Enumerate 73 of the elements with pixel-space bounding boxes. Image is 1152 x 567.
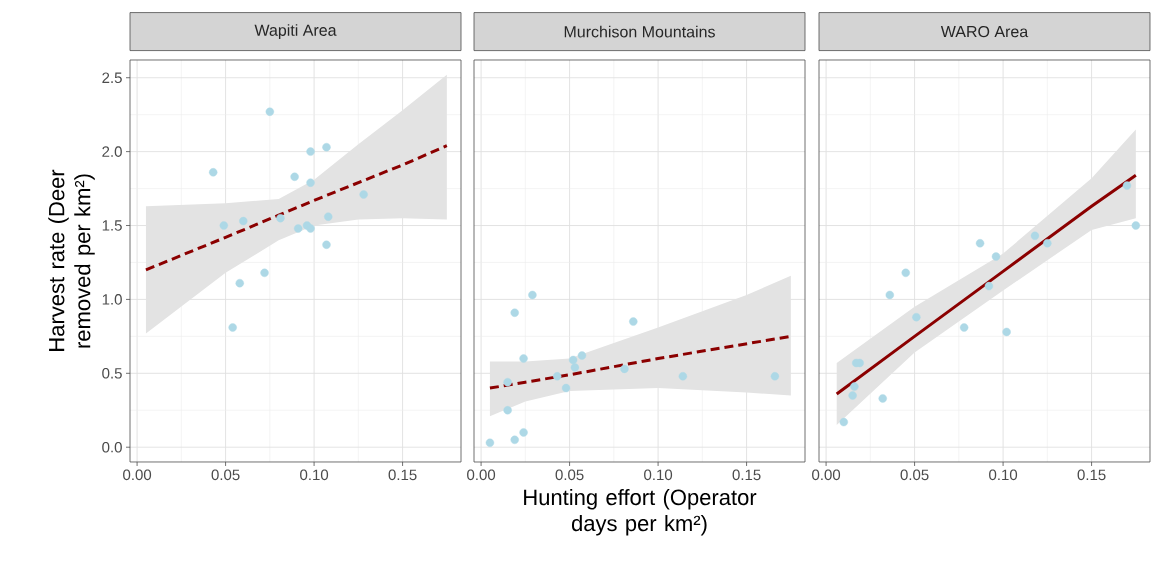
point: [839, 417, 848, 427]
y-axis-title: Harvest rate (Deer removed per km²): [48, 169, 95, 351]
x-tick-label: 0.10: [989, 469, 1018, 481]
point: [577, 351, 587, 360]
point: [561, 383, 571, 393]
point: [510, 435, 519, 445]
point: [1030, 231, 1040, 241]
point: [1122, 181, 1132, 190]
x-tick-label: 0.10: [644, 469, 673, 481]
y-tick-label: 1.0: [102, 294, 122, 305]
x-tick-label: 0.15: [732, 469, 761, 481]
point: [770, 372, 780, 381]
point: [322, 142, 331, 152]
point: [519, 354, 528, 363]
y-tick-label: 2.0: [102, 146, 122, 157]
point: [322, 240, 331, 249]
point: [959, 323, 969, 332]
x-axis-title: Hunting effort (Operator days per km²): [524, 489, 757, 536]
point: [306, 178, 315, 187]
point: [885, 290, 894, 300]
point: [510, 308, 519, 317]
point: [260, 268, 269, 278]
chart-title: Wapiti Area: [254, 24, 337, 40]
point: [991, 252, 1001, 261]
y-tick-label: 0.5: [102, 368, 122, 379]
y-tick-label: 1.5: [102, 220, 122, 231]
x-tick-label: 0.15: [388, 469, 417, 481]
point: [678, 372, 688, 381]
point: [306, 147, 315, 156]
point: [265, 107, 275, 116]
point: [553, 372, 562, 381]
point: [528, 290, 537, 300]
point: [503, 377, 512, 387]
point: [901, 268, 910, 278]
point: [570, 363, 580, 372]
point: [1131, 221, 1141, 230]
point: [306, 224, 315, 233]
point: [503, 406, 512, 415]
point: [219, 221, 229, 230]
x-tick-label: 0.15: [1077, 469, 1106, 481]
point: [848, 391, 857, 400]
point: [620, 364, 629, 374]
point: [568, 355, 578, 365]
point: [209, 168, 218, 177]
point: [629, 317, 638, 326]
point: [293, 224, 303, 233]
x-tick-label: 0.05: [211, 469, 240, 481]
point: [290, 172, 299, 181]
point: [975, 239, 985, 248]
point: [324, 212, 333, 221]
point: [984, 281, 994, 291]
x-tick-label: 0.00: [123, 469, 152, 481]
point: [485, 438, 495, 447]
y-tick-label: 0.0: [102, 441, 122, 453]
y-tick-label: 2.5: [102, 72, 122, 84]
x-tick-label: 0.10: [300, 469, 329, 481]
point: [228, 323, 237, 332]
x-tick-label: 0.05: [900, 469, 929, 481]
x-tick-label: 0.05: [555, 469, 584, 481]
chart-title: Murchison Mountains: [564, 25, 715, 38]
point: [1043, 239, 1052, 248]
point: [276, 213, 285, 223]
point: [359, 190, 368, 199]
point: [850, 382, 859, 391]
point: [239, 216, 248, 226]
point: [519, 428, 528, 437]
x-tick-label: 0.00: [467, 469, 496, 481]
chart-title: WARO Area: [940, 25, 1029, 38]
point: [235, 278, 244, 288]
point: [912, 312, 921, 322]
point: [1002, 327, 1011, 337]
x-tick-label: 0.00: [812, 469, 841, 481]
point: [878, 394, 887, 403]
